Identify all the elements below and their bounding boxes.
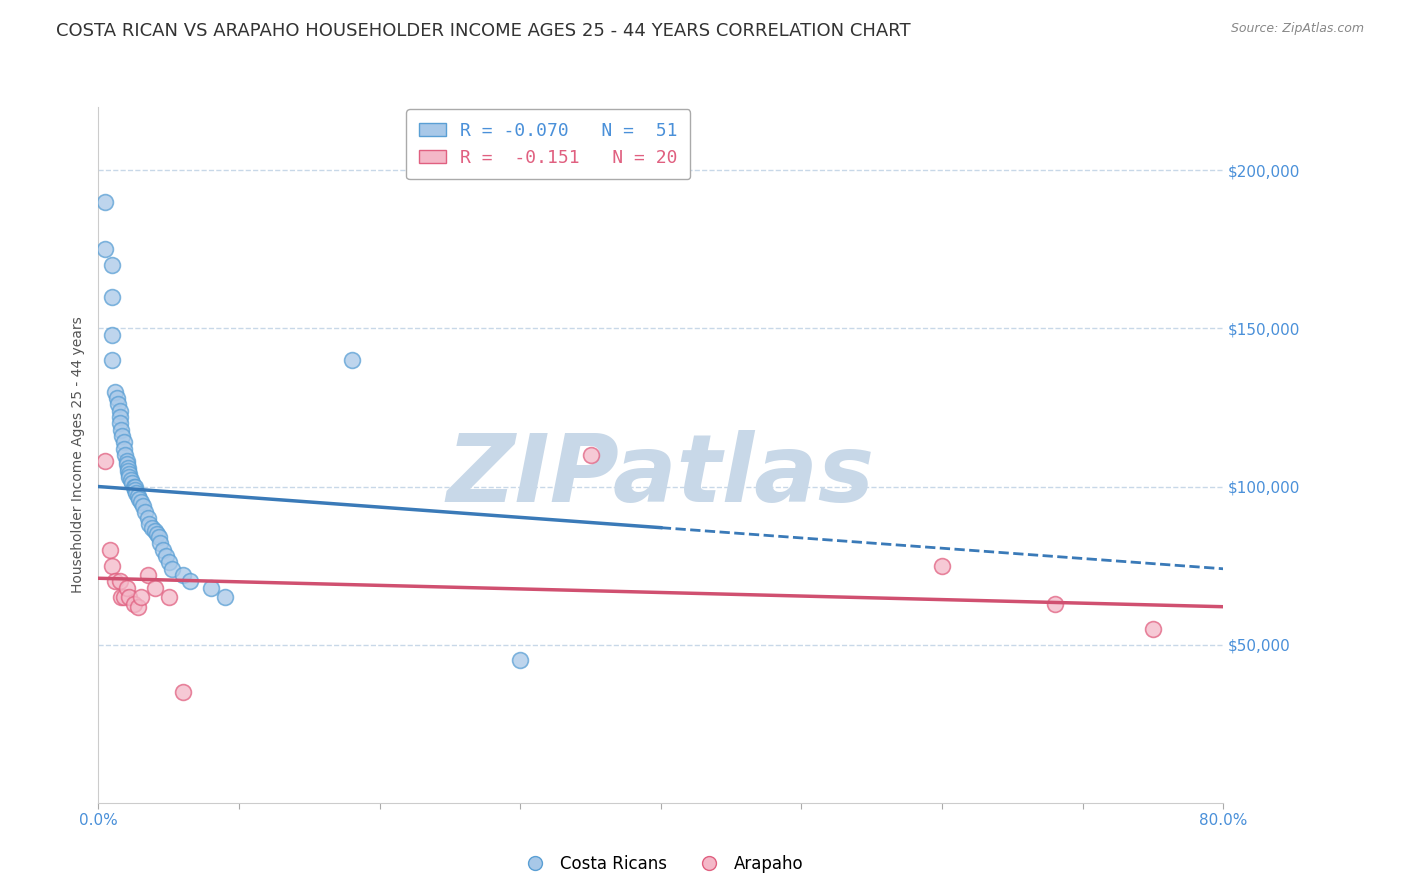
Text: ZIPatlas: ZIPatlas bbox=[447, 430, 875, 522]
Point bbox=[101, 558, 124, 573]
Point bbox=[141, 521, 163, 535]
Point bbox=[148, 530, 170, 544]
Point bbox=[579, 448, 602, 462]
Point bbox=[118, 591, 141, 605]
Point bbox=[108, 403, 131, 417]
Point bbox=[124, 479, 146, 493]
Point bbox=[111, 429, 134, 443]
Point bbox=[157, 591, 180, 605]
Point bbox=[101, 353, 124, 368]
Point bbox=[172, 685, 194, 699]
Point bbox=[112, 435, 135, 450]
Point bbox=[114, 448, 136, 462]
Point bbox=[134, 505, 156, 519]
Point bbox=[179, 574, 201, 589]
Point bbox=[132, 499, 155, 513]
Text: Source: ZipAtlas.com: Source: ZipAtlas.com bbox=[1230, 22, 1364, 36]
Point bbox=[157, 556, 180, 570]
Point bbox=[129, 591, 152, 605]
Point bbox=[143, 524, 166, 538]
Point bbox=[104, 574, 127, 589]
Point bbox=[138, 517, 160, 532]
Point bbox=[110, 423, 132, 437]
Point bbox=[136, 511, 159, 525]
Point bbox=[128, 492, 150, 507]
Point bbox=[121, 476, 143, 491]
Point bbox=[94, 243, 117, 257]
Point bbox=[143, 581, 166, 595]
Point bbox=[124, 483, 146, 497]
Point bbox=[340, 353, 363, 368]
Point bbox=[101, 327, 124, 342]
Point bbox=[105, 391, 128, 405]
Point bbox=[110, 591, 132, 605]
Point bbox=[101, 290, 124, 304]
Point bbox=[108, 417, 131, 431]
Point bbox=[125, 486, 148, 500]
Point bbox=[112, 591, 135, 605]
Point bbox=[155, 549, 177, 563]
Point bbox=[129, 495, 152, 509]
Point bbox=[127, 599, 149, 614]
Point bbox=[1142, 622, 1164, 636]
Point bbox=[101, 258, 124, 272]
Point bbox=[146, 527, 169, 541]
Point bbox=[160, 562, 183, 576]
Point bbox=[107, 397, 129, 411]
Point bbox=[115, 458, 138, 472]
Point bbox=[122, 479, 145, 493]
Point bbox=[112, 442, 135, 456]
Point bbox=[122, 597, 145, 611]
Text: COSTA RICAN VS ARAPAHO HOUSEHOLDER INCOME AGES 25 - 44 YEARS CORRELATION CHART: COSTA RICAN VS ARAPAHO HOUSEHOLDER INCOM… bbox=[56, 22, 911, 40]
Point bbox=[931, 558, 953, 573]
Point bbox=[115, 454, 138, 468]
Point bbox=[94, 194, 117, 209]
Point bbox=[98, 542, 121, 557]
Legend: Costa Ricans, Arapaho: Costa Ricans, Arapaho bbox=[512, 848, 810, 880]
Legend: R = -0.070   N =  51, R =  -0.151   N = 20: R = -0.070 N = 51, R = -0.151 N = 20 bbox=[406, 109, 690, 179]
Point bbox=[200, 581, 222, 595]
Point bbox=[127, 489, 149, 503]
Point bbox=[104, 384, 127, 399]
Point bbox=[172, 568, 194, 582]
Point bbox=[118, 467, 141, 481]
Point bbox=[214, 591, 236, 605]
Y-axis label: Householder Income Ages 25 - 44 years: Householder Income Ages 25 - 44 years bbox=[70, 317, 84, 593]
Point bbox=[117, 460, 139, 475]
Point bbox=[509, 653, 531, 667]
Point bbox=[152, 542, 174, 557]
Point bbox=[115, 581, 138, 595]
Point bbox=[94, 454, 117, 468]
Point bbox=[136, 568, 159, 582]
Point bbox=[118, 470, 141, 484]
Point bbox=[108, 409, 131, 424]
Point bbox=[108, 574, 131, 589]
Point bbox=[117, 464, 139, 478]
Point bbox=[1043, 597, 1066, 611]
Point bbox=[120, 473, 142, 487]
Point bbox=[149, 536, 172, 550]
